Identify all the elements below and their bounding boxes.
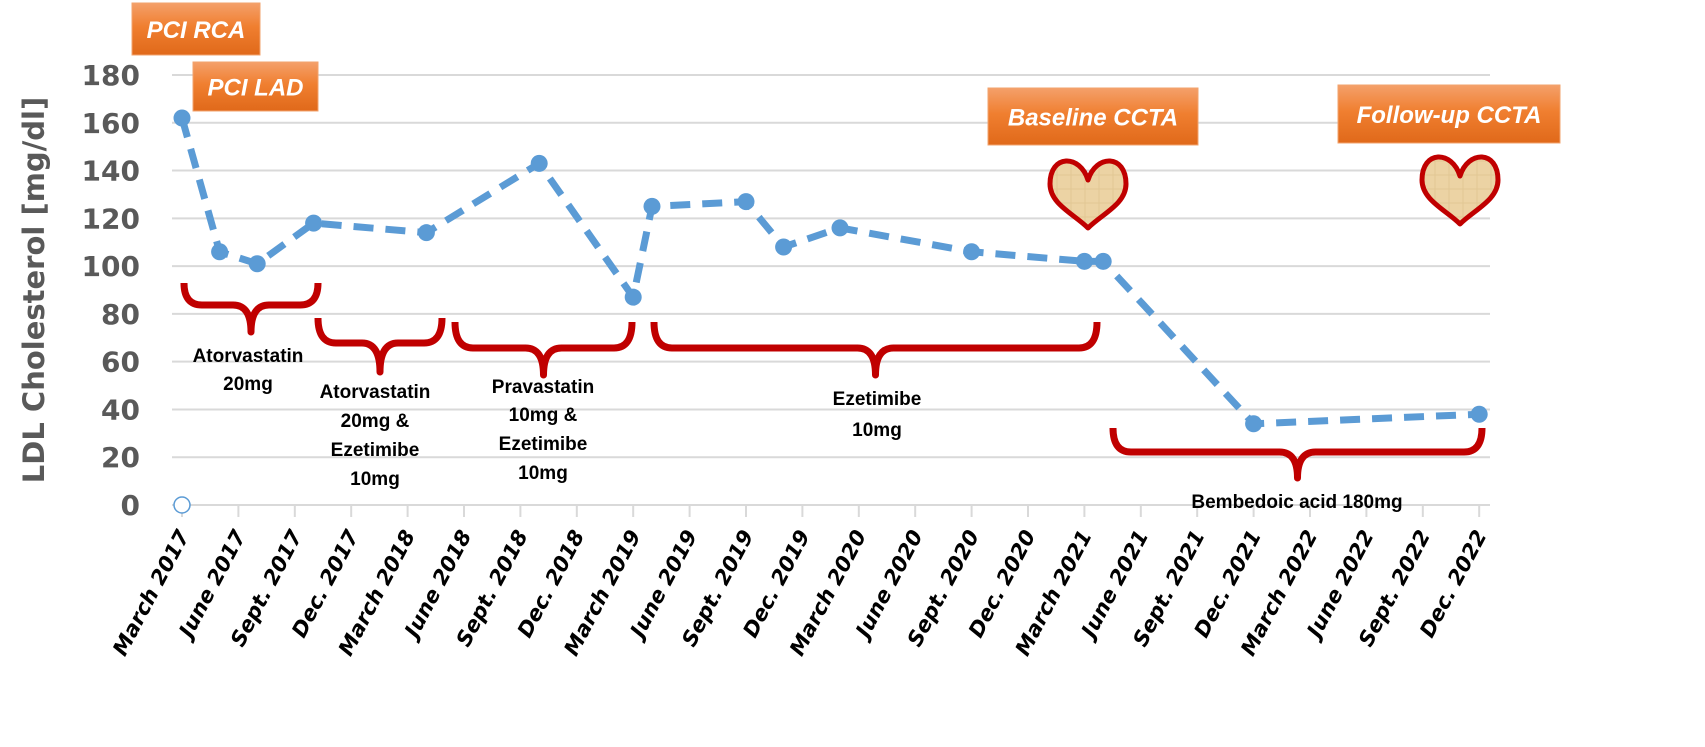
therapy-label: Ezetimibe [833, 389, 922, 410]
ldl-line [178, 117, 1480, 428]
event-box [987, 87, 1199, 146]
event-label: Follow-up CCTA [1357, 102, 1542, 129]
y-tick-label: 40 [101, 393, 140, 426]
event-box [1337, 84, 1561, 144]
x-tick-label: March 2017 [108, 526, 194, 660]
data-point [624, 288, 642, 306]
y-tick-label: 160 [82, 107, 140, 140]
y-tick-label: 20 [101, 441, 140, 474]
therapy-brace [451, 321, 636, 379]
y-tick-label: 80 [101, 298, 140, 331]
gridlines [172, 74, 1490, 506]
event-label: PCI LAD [208, 75, 304, 102]
data-point [643, 197, 661, 215]
heart-icon [1047, 158, 1129, 231]
therapy-label: Atorvastatin [193, 346, 304, 367]
heart-icon [1419, 154, 1501, 227]
therapy-brace [1109, 427, 1486, 482]
therapy-label: 20mg & [341, 411, 410, 432]
therapy-brace [650, 321, 1101, 379]
therapy-label: Pravastatin [492, 377, 594, 398]
y-tick-label: 100 [82, 250, 140, 283]
therapy-label: Bembedoic acid 180mg [1191, 492, 1402, 513]
ldl-series [173, 109, 1488, 514]
therapy-label: 10mg & [509, 405, 578, 426]
axis-origin-marker [173, 496, 191, 514]
data-point [831, 219, 849, 237]
data-point [1470, 405, 1488, 423]
data-point [1245, 415, 1263, 433]
data-point [248, 255, 266, 273]
therapy-brace [180, 282, 322, 336]
data-point [211, 243, 229, 261]
data-point [305, 214, 323, 232]
therapy-label: Ezetimibe [499, 434, 588, 455]
data-point [1094, 252, 1112, 270]
event-box [131, 2, 261, 56]
therapy-label: 10mg [350, 469, 400, 490]
event-box [192, 61, 319, 112]
y-tick-label: 180 [82, 59, 140, 92]
data-point [775, 238, 793, 256]
event-label: Baseline CCTA [1008, 105, 1178, 132]
data-point [530, 154, 548, 172]
therapy-label: 20mg [223, 374, 273, 395]
y-axis: 0 20 40 60 80 100 120 140 160 180 LDL Cholesterol … [17, 59, 140, 522]
y-tick-label: 60 [101, 346, 140, 379]
therapy-label: Atorvastatin [320, 382, 431, 403]
event-label: PCI RCA [147, 17, 246, 44]
event-annotations: PCI RCA PCI LAD Baseline CCTA Follow-up CCT… [131, 2, 1561, 231]
therapy-label: 10mg [852, 420, 902, 441]
data-point [173, 109, 191, 127]
y-tick-label: 0 [121, 489, 140, 522]
y-tick-label: 120 [82, 202, 140, 235]
data-point [1075, 252, 1093, 270]
data-point [963, 243, 981, 261]
therapy-periods: Atorvastatin 20mg Atorvastatin 20mg & Ezetim… [180, 282, 1486, 513]
data-point [417, 224, 435, 242]
data-point [737, 193, 755, 211]
y-tick-label: 140 [82, 155, 140, 188]
therapy-label: Ezetimibe [331, 440, 420, 461]
therapy-brace [314, 317, 446, 376]
y-axis-title: LDL Cholesterol [mg/dl] [17, 97, 51, 483]
therapy-label: 10mg [518, 463, 568, 484]
